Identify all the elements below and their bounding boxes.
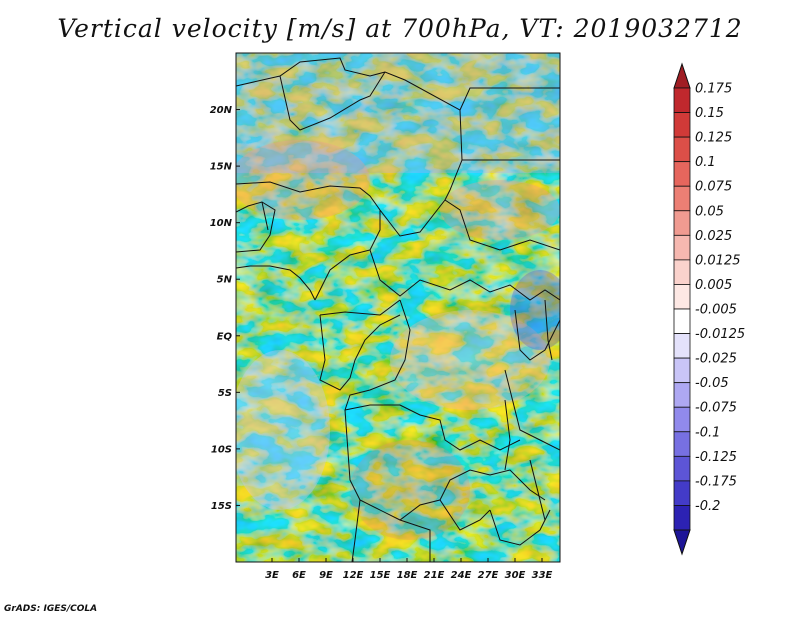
colorbar-swatch [673,87,691,113]
colorbar-bottom-arrow [673,529,691,556]
colorbar-label: 0.005 [695,278,732,293]
lat-tick-label: EQ [217,331,233,342]
lon-tick-label: 3E [265,570,279,581]
lon-tick-label: 15E [370,570,391,581]
colorbar-label: -0.2 [695,499,720,514]
lon-tick-label: 21E [424,570,445,581]
colorbar-label: 0.1 [695,155,716,170]
colorbar-swatch [673,259,691,285]
colorbar-swatch [673,234,691,261]
colorbar-label: -0.05 [695,376,729,391]
colorbar-top-arrow [673,62,691,89]
colorbar-label: -0.1 [695,425,720,440]
lon-tick-label: 6E [292,570,306,581]
colorbar-label: -0.025 [695,352,737,367]
colorbar-label: -0.0125 [695,327,745,342]
lat-tick-label: 10S [211,444,232,455]
colorbar-swatch [673,357,691,384]
colorbar-label: 0.175 [695,82,732,97]
lon-tick-label: 9E [319,570,333,581]
colorbar-swatch [673,382,691,408]
grads-credit: GrADS: IGES/COLA [4,604,98,614]
colorbar-swatch [673,112,691,138]
colorbar-swatch [673,505,691,531]
colorbar-label: 0.15 [695,106,724,121]
colorbar-label: 0.075 [695,180,732,195]
lat-tick-label: 5S [218,388,232,399]
colorbar-swatch [673,210,691,236]
map-title: Vertical velocity [m/s] at 700hPa, VT: 2… [57,14,743,43]
colorbar-swatch [673,455,691,482]
lon-tick-label: 12E [343,570,364,581]
colorbar-swatch [673,431,691,457]
colorbar-swatch [673,480,691,506]
colorbar-swatch [673,161,691,187]
colorbar-swatch [673,308,691,334]
lat-tick-label: 20N [210,105,233,116]
latitude-axis: 20N 15N 10N 5N EQ 5S 10S 15S [210,105,240,512]
lat-tick-label: 15N [210,162,233,173]
colorbar-swatch [673,284,691,310]
colorbar-label: 0.025 [695,229,732,244]
colorbar-swatch [673,136,691,163]
velocity-field [236,53,560,562]
colorbar-label: 0.05 [695,204,724,219]
colorbar-label: -0.175 [695,474,737,489]
lat-tick-label: 15S [211,501,232,512]
colorbar-swatch [673,333,691,359]
colorbar-label: 0.125 [695,131,732,146]
lon-tick-label: 30E [505,570,526,581]
plot-frame [235,52,561,563]
lon-tick-label: 18E [397,570,418,581]
country-borders [236,57,560,562]
longitude-axis: 3E 6E 9E 12E 15E 18E 21E 24E 27E 30E 33E [265,558,553,581]
colorbar-label: -0.005 [695,303,737,318]
lat-tick-label: 5N [217,275,233,286]
lon-tick-label: 33E [532,570,553,581]
colorbar-label: 0.0125 [695,253,741,268]
colorbar-swatch [673,185,691,212]
colorbar: 0.175 0.15 0.125 0.1 0.075 0.05 0.025 0.0125 0.0… [673,62,745,556]
colorbar-swatch [673,406,691,433]
colorbar-label: -0.125 [695,450,737,465]
lon-tick-label: 24E [451,570,472,581]
colorbar-label: -0.075 [695,401,737,416]
lat-tick-label: 10N [210,218,233,229]
lon-tick-label: 27E [478,570,499,581]
